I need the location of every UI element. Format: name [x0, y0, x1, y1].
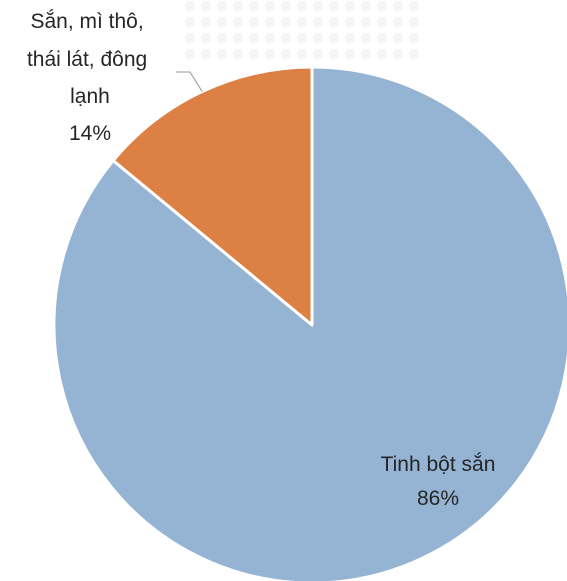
texture-dot [233, 33, 243, 43]
background-dot-pattern [185, 1, 419, 59]
texture-dot [201, 33, 211, 43]
texture-dot [281, 49, 291, 59]
texture-dot [361, 1, 371, 11]
texture-dot [201, 49, 211, 59]
texture-dot [233, 49, 243, 59]
texture-dot [249, 1, 259, 11]
slice-label-line: Sắn, mì thô, [30, 10, 143, 33]
texture-dot [345, 33, 355, 43]
texture-dot [377, 49, 387, 59]
texture-dot [217, 17, 227, 27]
slice-percent-tinh-bot-san: 86% [417, 487, 459, 510]
texture-dot [185, 33, 195, 43]
texture-dot [329, 1, 339, 11]
texture-dot [185, 17, 195, 27]
texture-dot [217, 49, 227, 59]
texture-dot [409, 33, 419, 43]
texture-dot [297, 17, 307, 27]
texture-dot [313, 1, 323, 11]
slice-san-mi-tho [111, 65, 314, 327]
texture-dot [409, 1, 419, 11]
texture-dot [409, 17, 419, 27]
slice-label-san-mi-tho: Sắn, mì thô, thái lát, đông lạnh [27, 10, 153, 108]
texture-dot [313, 49, 323, 59]
leader-line [189, 71, 203, 92]
texture-dot [393, 49, 403, 59]
texture-dot [377, 17, 387, 27]
slice-label-tinh-bot-san: Tinh bột sắn [381, 453, 496, 476]
texture-dot [281, 17, 291, 27]
texture-dot [313, 17, 323, 27]
texture-dot [409, 49, 419, 59]
texture-dot [329, 33, 339, 43]
texture-dot [393, 17, 403, 27]
texture-dot [233, 17, 243, 27]
texture-dot [185, 1, 195, 11]
slice-label-line: lạnh [70, 85, 110, 108]
texture-dot [329, 49, 339, 59]
texture-dot [281, 1, 291, 11]
texture-dot [361, 17, 371, 27]
slice-percent-san-mi-tho: 14% [69, 122, 111, 145]
texture-dot [265, 17, 275, 27]
texture-dot [393, 33, 403, 43]
texture-dot [313, 33, 323, 43]
texture-dot [345, 49, 355, 59]
texture-dot [201, 1, 211, 11]
texture-dot [361, 33, 371, 43]
texture-dot [217, 33, 227, 43]
pie-slices [52, 65, 567, 581]
slice-label-line: Tinh bột sắn [381, 453, 496, 476]
slice-label-line: thái lát, đông [27, 48, 147, 71]
texture-dot [265, 1, 275, 11]
texture-dot [201, 17, 211, 27]
texture-dot [265, 33, 275, 43]
texture-dot [297, 49, 307, 59]
texture-dot [297, 33, 307, 43]
texture-dot [377, 1, 387, 11]
texture-dot [265, 49, 275, 59]
texture-dot [393, 1, 403, 11]
texture-dot [233, 1, 243, 11]
texture-dot [185, 49, 195, 59]
texture-dot [377, 33, 387, 43]
texture-dot [249, 17, 259, 27]
texture-dot [281, 33, 291, 43]
texture-dot [345, 1, 355, 11]
texture-dot [217, 1, 227, 11]
texture-dot [361, 49, 371, 59]
texture-dot [249, 33, 259, 43]
texture-dot [249, 49, 259, 59]
texture-dot [297, 1, 307, 11]
texture-dot [345, 17, 355, 27]
texture-dot [329, 17, 339, 27]
